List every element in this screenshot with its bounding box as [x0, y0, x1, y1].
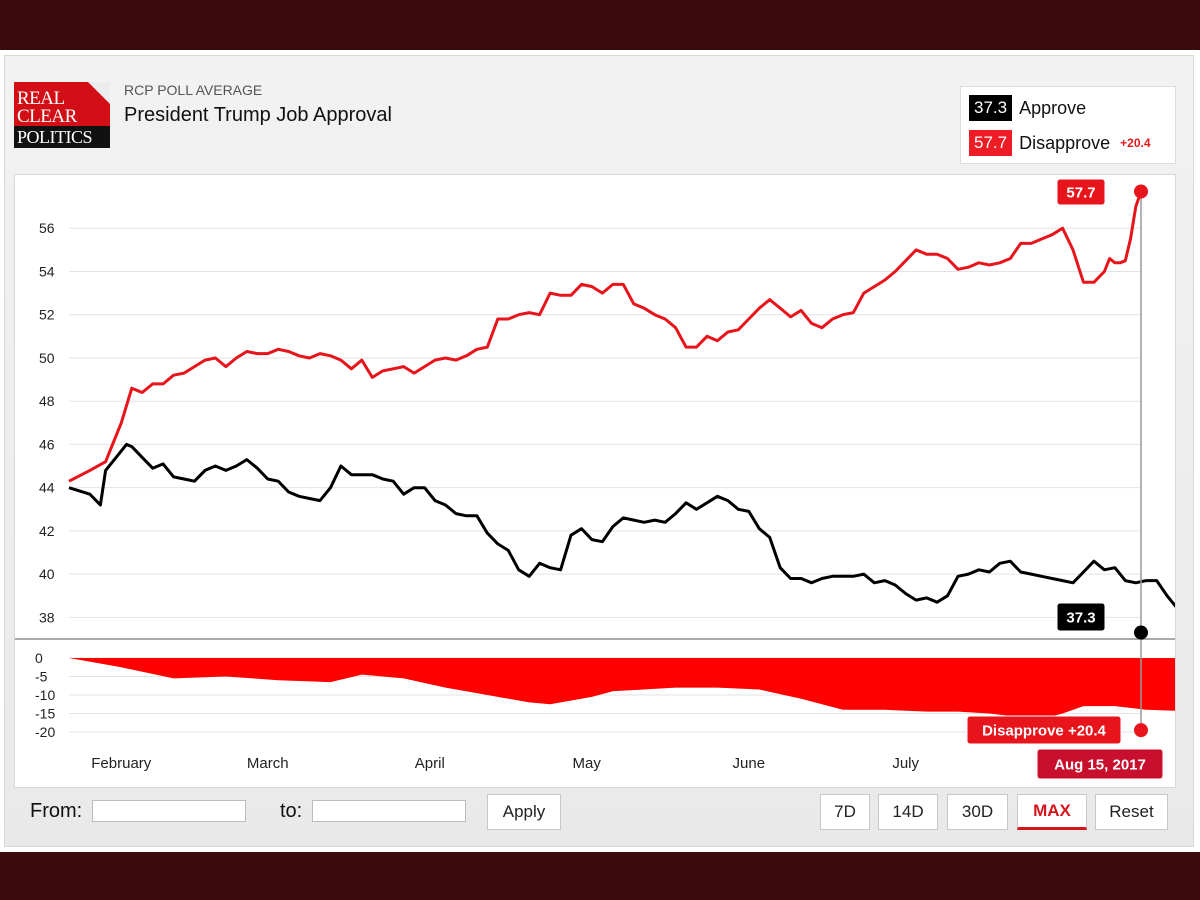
logo-fold — [88, 82, 110, 104]
legend-box: 37.3 Approve 57.7 Disapprove +20.4 — [960, 86, 1176, 164]
to-date-input[interactable] — [312, 800, 466, 822]
from-date-input[interactable] — [92, 800, 246, 822]
x-month-march: March — [247, 755, 289, 772]
y-tick-44: 44 — [39, 480, 55, 496]
realclearpolitics-logo[interactable]: REAL CLEAR POLITICS — [14, 82, 110, 148]
y-tick-48: 48 — [39, 393, 55, 409]
spread-tick-2: -10 — [35, 687, 55, 703]
y-tick-42: 42 — [39, 523, 55, 539]
spread-tick-3: -15 — [35, 706, 55, 722]
disapprove-end-label-bg — [1056, 178, 1106, 206]
disapprove-end-marker — [1134, 184, 1148, 199]
legend-spread: +20.4 — [1120, 136, 1151, 150]
logo-word-1: REAL — [17, 88, 65, 109]
legend-approve[interactable]: 37.3 Approve — [969, 94, 1086, 122]
x-month-april: April — [415, 755, 445, 772]
from-label: From: — [30, 800, 83, 822]
to-label: to: — [280, 800, 303, 822]
y-tick-54: 54 — [39, 263, 55, 279]
legend-approve-value: 37.3 — [969, 95, 1013, 121]
logo-word-2: CLEAR — [17, 106, 77, 127]
date-badge: Aug 15, 2017 — [1054, 756, 1146, 773]
spread-end-label-bg — [966, 715, 1122, 745]
disapprove-line — [68, 191, 1143, 483]
y-tick-38: 38 — [39, 609, 55, 625]
chart-svg[interactable]: 38 40 42 44 46 48 50 52 54 56 0 -5 -10 -15 -20 57.7 37.3… — [15, 175, 1175, 787]
chart-subtitle: RCP POLL AVERAGE — [124, 82, 263, 98]
apply-button[interactable]: Apply — [487, 794, 561, 830]
legend-approve-label: Approve — [1019, 97, 1087, 118]
legend-disapprove-label: Disapprove — [1019, 132, 1111, 153]
approve-line — [68, 442, 1175, 608]
y-tick-50: 50 — [39, 350, 55, 366]
range-30d-button[interactable]: 30D — [947, 794, 1008, 830]
range-14d-button[interactable]: 14D — [878, 794, 938, 830]
date-badge-bg — [1036, 748, 1164, 780]
legend-disapprove-value: 57.7 — [969, 130, 1013, 156]
chart-title: President Trump Job Approval — [124, 104, 392, 126]
x-month-july: July — [892, 755, 919, 772]
legend-disapprove[interactable]: 57.7 Disapprove +20.4 — [969, 129, 1151, 157]
spread-tick-4: -20 — [35, 724, 55, 740]
y-tick-46: 46 — [39, 436, 55, 452]
range-max-button[interactable]: MAX — [1017, 794, 1087, 830]
logo-word-3: POLITICS — [14, 126, 110, 148]
y-tick-52: 52 — [39, 307, 55, 323]
disapprove-end-label: 57.7 — [1066, 184, 1095, 201]
spread-tick-1: -5 — [35, 669, 48, 685]
spread-tick-0: 0 — [35, 650, 43, 666]
spread-area — [69, 658, 1175, 719]
x-month-june: June — [733, 755, 766, 772]
approve-end-label: 37.3 — [1066, 609, 1095, 626]
reset-button[interactable]: Reset — [1095, 794, 1168, 830]
chart-area[interactable]: 38 40 42 44 46 48 50 52 54 56 0 -5 -10 -15 -20 57.7 37.3… — [14, 174, 1176, 788]
x-month-may: May — [573, 755, 602, 772]
range-7d-button[interactable]: 7D — [820, 794, 870, 830]
approve-end-marker — [1134, 625, 1148, 640]
y-tick-40: 40 — [39, 566, 55, 582]
x-month-february: February — [91, 755, 152, 772]
y-tick-56: 56 — [39, 220, 55, 236]
spread-end-marker — [1134, 723, 1148, 738]
spread-end-label: Disapprove +20.4 — [982, 722, 1106, 739]
approve-end-label-bg — [1056, 602, 1106, 632]
